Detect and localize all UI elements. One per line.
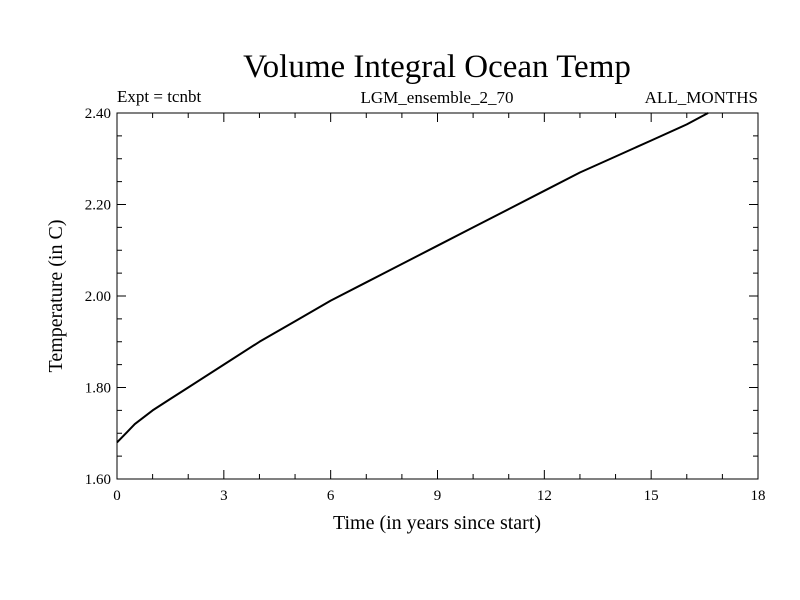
- x-axis-label: Time (in years since start): [333, 512, 541, 534]
- x-tick-label: 18: [751, 488, 766, 504]
- y-tick-label: 1.80: [85, 381, 111, 397]
- subtitle-ensemble: LGM_ensemble_2_70: [361, 88, 514, 107]
- chart-title: Volume Integral Ocean Temp: [243, 49, 631, 85]
- series-group: [116, 112, 709, 444]
- ticks-group: [116, 112, 759, 480]
- y-tick-label: 1.60: [85, 472, 111, 488]
- plot-frame: [116, 112, 759, 480]
- tick-labels-group: 0 3 6 9 12 15 18 1.60 1.80 2.00 2.20 2.40: [85, 106, 766, 504]
- subtitle-experiment: Expt = tcnbt: [117, 87, 201, 106]
- y-tick-label: 2.20: [85, 198, 111, 214]
- x-tick-label: 0: [113, 488, 121, 504]
- series-line: [116, 112, 709, 444]
- x-tick-label: 3: [220, 488, 228, 504]
- x-tick-label: 15: [644, 488, 659, 504]
- subtitle-months: ALL_MONTHS: [645, 88, 758, 107]
- y-tick-label: 2.00: [85, 289, 111, 305]
- x-tick-label: 6: [327, 488, 335, 504]
- x-tick-label: 12: [537, 488, 552, 504]
- y-axis-label: Temperature (in C): [45, 220, 67, 373]
- x-tick-label: 9: [434, 488, 442, 504]
- y-tick-label: 2.40: [85, 106, 111, 122]
